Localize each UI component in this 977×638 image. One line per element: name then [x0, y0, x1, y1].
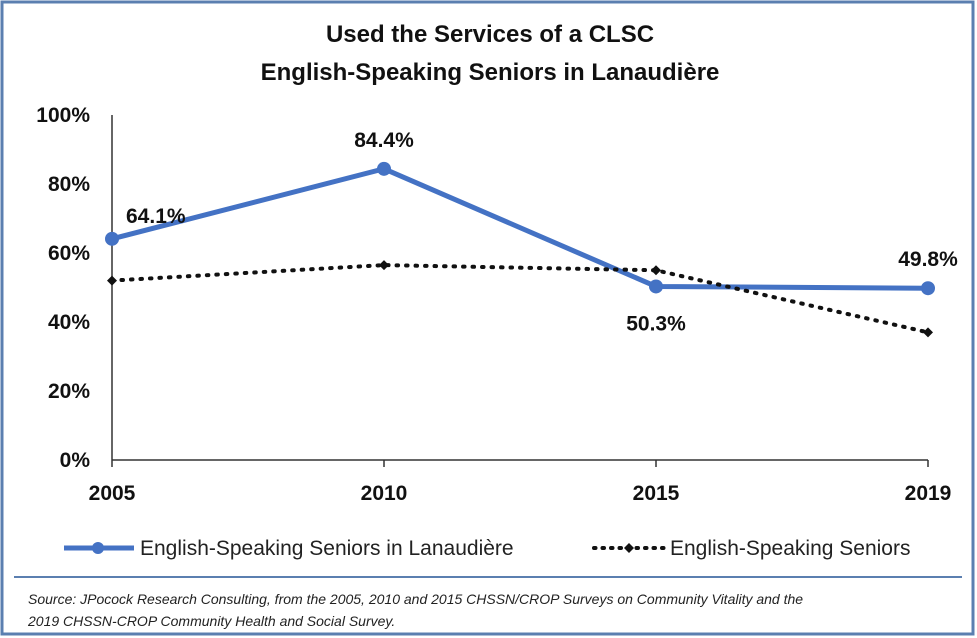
y-tick-label: 60% — [48, 242, 90, 265]
chart-title: Used the Services of a CLSC — [326, 21, 654, 48]
data-point-marker — [649, 279, 663, 294]
data-point-marker — [379, 260, 389, 271]
data-label: 64.1% — [126, 205, 186, 228]
legend-marker-lanaudiere — [92, 542, 104, 554]
data-point-marker — [105, 231, 119, 246]
x-tick-label: 2005 — [89, 482, 136, 505]
source-line-1: Source: JPocock Research Consulting, fro… — [28, 591, 803, 607]
data-point-marker — [107, 275, 117, 286]
y-tick-label: 0% — [60, 449, 91, 472]
y-tick-label: 80% — [48, 173, 90, 196]
data-point-marker — [923, 327, 933, 338]
legend: English-Speaking Seniors in Lanaudière E… — [64, 537, 910, 560]
series-line-0 — [111, 166, 929, 291]
series-layer — [105, 161, 935, 338]
legend-marker-seniors — [624, 543, 634, 553]
data-point-marker — [651, 265, 661, 276]
data-point-marker — [921, 281, 935, 296]
series-line-1 — [110, 263, 930, 335]
data-label: 84.4% — [354, 129, 414, 152]
legend-label-lanaudiere: English-Speaking Seniors in Lanaudière — [140, 537, 514, 560]
x-tick-label: 2015 — [633, 482, 680, 505]
legend-label-seniors: English-Speaking Seniors — [670, 537, 910, 560]
data-labels-layer: 64.1% 84.4% 50.3% 49.8% — [126, 129, 958, 336]
x-tick-label: 2010 — [361, 482, 408, 505]
chart-subtitle: English-Speaking Seniors in Lanaudière — [261, 59, 720, 86]
data-label: 49.8% — [898, 248, 958, 271]
y-tick-label: 40% — [48, 311, 90, 334]
data-point-marker — [377, 161, 391, 176]
data-label: 50.3% — [626, 312, 686, 335]
y-axis-ticks: 0% 20% 40% 60% 80% 100% — [36, 104, 90, 472]
y-tick-label: 100% — [36, 104, 90, 127]
source-line-2: 2019 CHSSN-CROP Community Health and Soc… — [27, 613, 395, 629]
y-tick-label: 20% — [48, 380, 90, 403]
x-axis-ticks: 2005 2010 2015 2019 — [89, 460, 952, 505]
x-tick-label: 2019 — [905, 482, 952, 505]
